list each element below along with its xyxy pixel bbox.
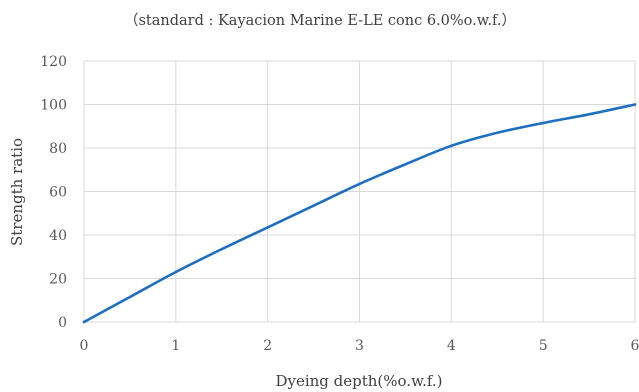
data-point: [220, 247, 224, 251]
x-tick-label: 6: [631, 338, 639, 354]
x-tick-label: 2: [263, 338, 272, 354]
y-tick-label: 60: [49, 185, 67, 201]
data-point: [587, 112, 591, 116]
data-point: [450, 144, 453, 148]
x-axis-title: Dyeing depth(%o.w.f.): [275, 372, 442, 390]
y-tick-label: 20: [49, 272, 67, 288]
y-tick-label: 120: [40, 54, 67, 70]
x-tick-label: 0: [80, 338, 89, 354]
data-point: [404, 163, 407, 166]
data-point: [358, 182, 361, 186]
gridlines: [83, 60, 636, 323]
x-tick-label: 4: [447, 338, 456, 354]
x-tick-label: 5: [539, 338, 548, 354]
data-point: [82, 320, 86, 324]
data-point: [312, 204, 315, 207]
data-point: [266, 226, 269, 229]
y-axis-ticks: 0 20 40 60 80 100 120: [40, 54, 67, 331]
y-tick-label: 80: [49, 141, 67, 157]
data-point: [174, 270, 178, 274]
chart-title: （standard : Kayacion Marine E-LE conc 6.…: [124, 12, 516, 29]
y-axis-title: Strength ratio: [8, 138, 26, 246]
y-tick-label: 40: [49, 228, 67, 244]
y-tick-label: 100: [40, 98, 67, 114]
data-point: [495, 131, 499, 135]
data-point: [541, 121, 545, 125]
x-axis-ticks: 0 1 2 3 4 5 6: [80, 338, 639, 354]
x-tick-label: 1: [171, 338, 180, 354]
series-group: [82, 103, 637, 324]
data-point: [633, 103, 637, 106]
x-tick-label: 3: [355, 338, 364, 354]
y-tick-label: 0: [58, 315, 67, 331]
data-point: [128, 295, 132, 299]
